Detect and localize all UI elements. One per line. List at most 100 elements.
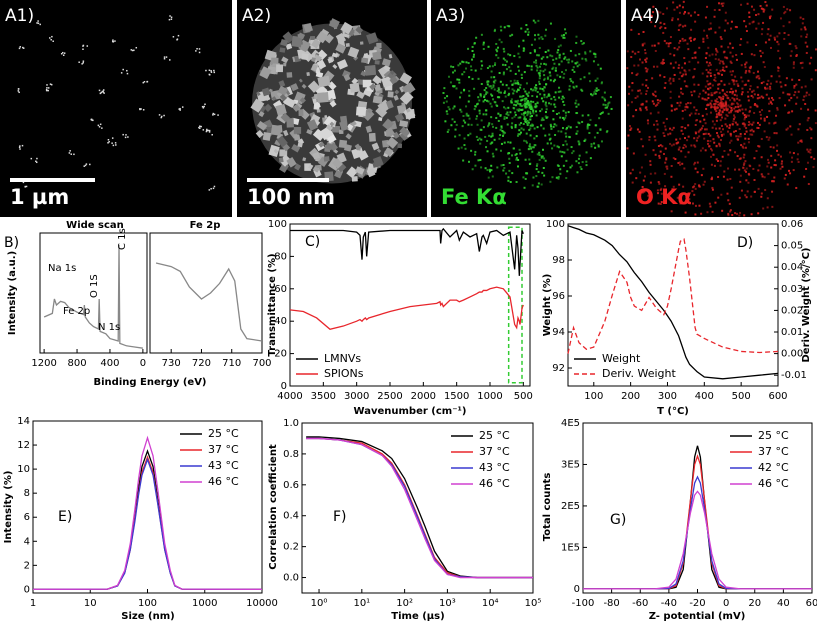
- x-tick-label: -80: [603, 598, 619, 609]
- dot: [663, 62, 666, 65]
- dot: [654, 90, 657, 93]
- dot: [561, 71, 564, 74]
- dot: [529, 134, 532, 137]
- micrograph: A1)1 µm: [0, 0, 232, 217]
- dot: [500, 29, 503, 32]
- dot: [463, 71, 466, 74]
- dot: [773, 132, 776, 135]
- y-tick-label: 0.8: [283, 449, 299, 460]
- dot: [528, 106, 531, 109]
- dot: [729, 42, 732, 45]
- particle: [325, 124, 333, 132]
- dot: [507, 141, 510, 144]
- dot: [730, 103, 733, 106]
- dot: [748, 164, 751, 167]
- dot: [711, 120, 714, 123]
- dot: [772, 146, 775, 149]
- dot: [538, 82, 541, 85]
- dot: [540, 108, 543, 111]
- dot: [709, 140, 712, 143]
- dot: [519, 104, 522, 107]
- subplot-title: Wide scan: [66, 220, 124, 231]
- dot: [559, 168, 562, 171]
- legend-label: 42 °C: [758, 461, 789, 474]
- dot: [554, 133, 557, 136]
- dot: [476, 123, 479, 126]
- x-tick-label: -100: [572, 598, 595, 609]
- dot: [517, 52, 520, 55]
- particle: [351, 120, 357, 127]
- dot: [715, 107, 718, 110]
- dot: [542, 127, 545, 130]
- dot: [594, 55, 597, 58]
- dot: [527, 147, 530, 150]
- dot: [507, 87, 510, 90]
- dot: [517, 116, 520, 119]
- dot: [721, 89, 724, 92]
- dot: [498, 96, 501, 99]
- dot: [766, 87, 769, 90]
- dot: [467, 160, 470, 163]
- speck: [102, 91, 105, 93]
- dot: [457, 64, 460, 67]
- dot: [720, 96, 723, 99]
- dot: [749, 123, 752, 126]
- dot: [513, 89, 516, 92]
- dot: [778, 75, 781, 78]
- dot: [462, 114, 465, 117]
- dot: [726, 22, 729, 25]
- dot: [756, 70, 759, 73]
- speck: [114, 40, 116, 42]
- dot: [669, 52, 672, 55]
- dot: [467, 123, 470, 126]
- dot: [586, 127, 589, 130]
- dot: [671, 17, 674, 20]
- y-tick-label: 60: [274, 284, 287, 295]
- dot: [802, 17, 805, 20]
- speck: [198, 51, 201, 54]
- chart: -100 -80 -60 -40 -20 0 20 40 6001E52E53E54E5G)Z-…: [542, 418, 817, 622]
- dot: [777, 43, 780, 46]
- dot: [767, 158, 770, 161]
- dot: [723, 92, 726, 95]
- dot: [575, 105, 578, 108]
- dot: [661, 60, 664, 63]
- dot: [770, 96, 773, 99]
- x-axis-label: T (°C): [657, 406, 689, 417]
- dot: [697, 95, 700, 98]
- dot: [740, 52, 743, 55]
- dot: [656, 192, 659, 195]
- dot: [715, 158, 718, 161]
- dot: [486, 91, 489, 94]
- dot: [533, 127, 536, 130]
- dot: [721, 60, 724, 63]
- dot: [807, 150, 810, 153]
- dot: [575, 85, 578, 88]
- dot: [537, 19, 540, 22]
- dot: [533, 38, 536, 41]
- dot: [562, 76, 565, 79]
- dot: [656, 123, 659, 126]
- x-tick-label: 1000: [192, 598, 217, 609]
- dot: [581, 57, 584, 60]
- x-tick-label: 2000: [411, 391, 436, 402]
- dot: [462, 159, 465, 162]
- dot: [522, 49, 525, 52]
- dot: [660, 62, 663, 65]
- dot: [571, 164, 574, 167]
- x-tick-label: 2500: [377, 391, 402, 402]
- dot: [479, 158, 482, 161]
- dot: [511, 122, 514, 125]
- dot: [663, 86, 666, 89]
- dot: [475, 115, 478, 118]
- dot: [641, 44, 644, 47]
- dot: [467, 47, 470, 50]
- dot: [520, 127, 523, 130]
- dot: [566, 58, 569, 61]
- dot: [510, 98, 513, 101]
- dot: [538, 77, 541, 80]
- dot: [535, 175, 538, 178]
- dot: [670, 104, 673, 107]
- dot: [701, 72, 704, 75]
